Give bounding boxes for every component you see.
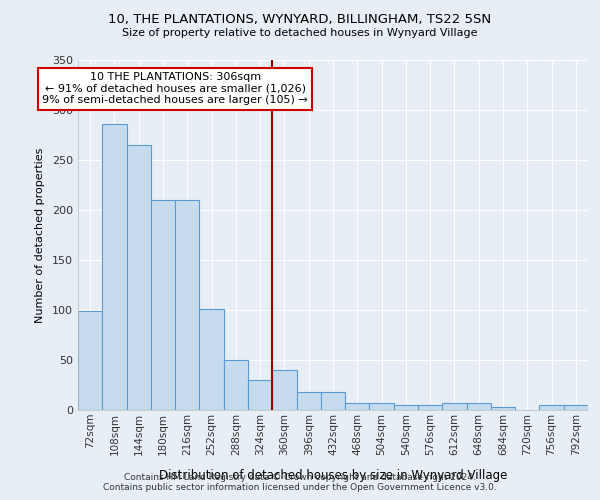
Bar	[370, 403, 394, 410]
Bar	[199, 309, 224, 410]
Bar	[539, 405, 564, 410]
Bar	[224, 360, 248, 410]
Bar	[491, 407, 515, 410]
Text: Size of property relative to detached houses in Wynyard Village: Size of property relative to detached ho…	[122, 28, 478, 38]
X-axis label: Distribution of detached houses by size in Wynyard Village: Distribution of detached houses by size …	[159, 469, 507, 482]
Text: 10 THE PLANTATIONS: 306sqm
← 91% of detached houses are smaller (1,026)
9% of se: 10 THE PLANTATIONS: 306sqm ← 91% of deta…	[42, 72, 308, 105]
Bar	[321, 392, 345, 410]
Bar	[248, 380, 272, 410]
Bar	[102, 124, 127, 410]
Bar	[127, 145, 151, 410]
Bar	[394, 405, 418, 410]
Bar	[175, 200, 199, 410]
Bar	[467, 403, 491, 410]
Bar	[151, 200, 175, 410]
Text: Contains HM Land Registry data © Crown copyright and database right 2024.
Contai: Contains HM Land Registry data © Crown c…	[103, 473, 497, 492]
Bar	[442, 403, 467, 410]
Bar	[296, 392, 321, 410]
Text: 10, THE PLANTATIONS, WYNYARD, BILLINGHAM, TS22 5SN: 10, THE PLANTATIONS, WYNYARD, BILLINGHAM…	[109, 12, 491, 26]
Bar	[564, 405, 588, 410]
Bar	[78, 311, 102, 410]
Bar	[418, 405, 442, 410]
Bar	[345, 403, 370, 410]
Bar	[272, 370, 296, 410]
Y-axis label: Number of detached properties: Number of detached properties	[35, 148, 45, 322]
